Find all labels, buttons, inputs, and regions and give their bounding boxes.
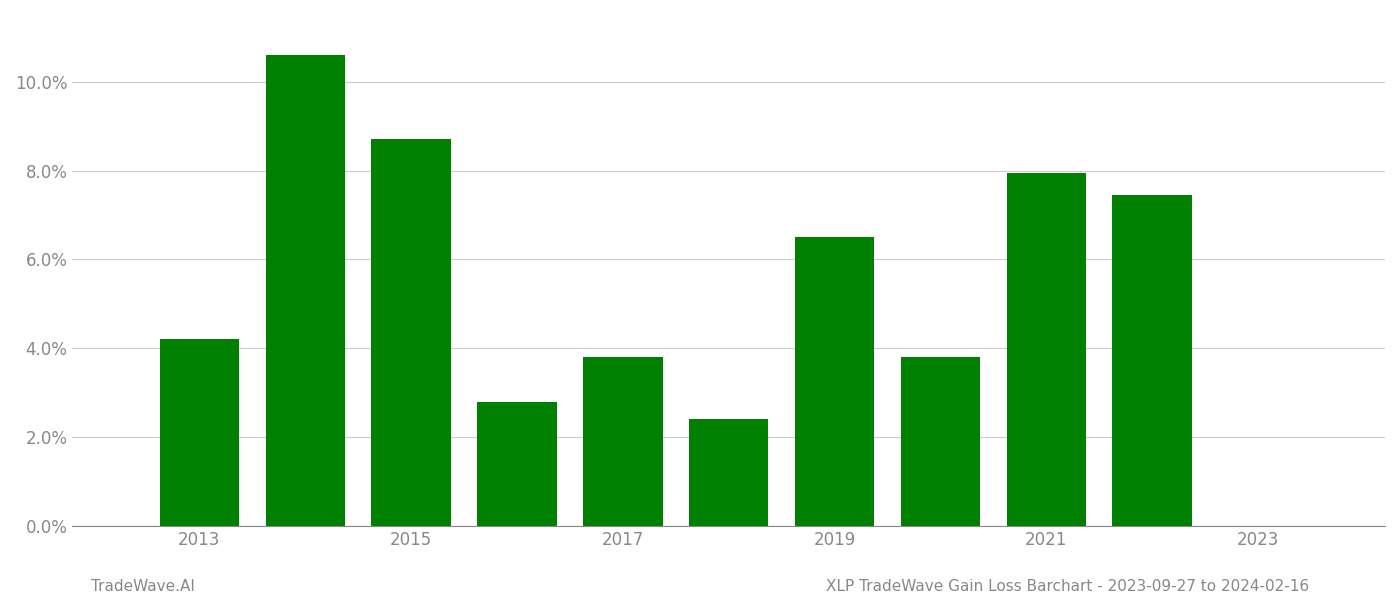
Bar xyxy=(1113,195,1191,526)
Text: TradeWave.AI: TradeWave.AI xyxy=(91,579,195,594)
Text: XLP TradeWave Gain Loss Barchart - 2023-09-27 to 2024-02-16: XLP TradeWave Gain Loss Barchart - 2023-… xyxy=(826,579,1309,594)
Bar xyxy=(584,357,662,526)
Bar xyxy=(477,401,557,526)
Bar xyxy=(1007,173,1086,526)
Bar xyxy=(689,419,769,526)
Bar xyxy=(795,237,874,526)
Bar xyxy=(900,357,980,526)
Bar xyxy=(266,55,344,526)
Bar xyxy=(160,340,239,526)
Bar xyxy=(371,139,451,526)
